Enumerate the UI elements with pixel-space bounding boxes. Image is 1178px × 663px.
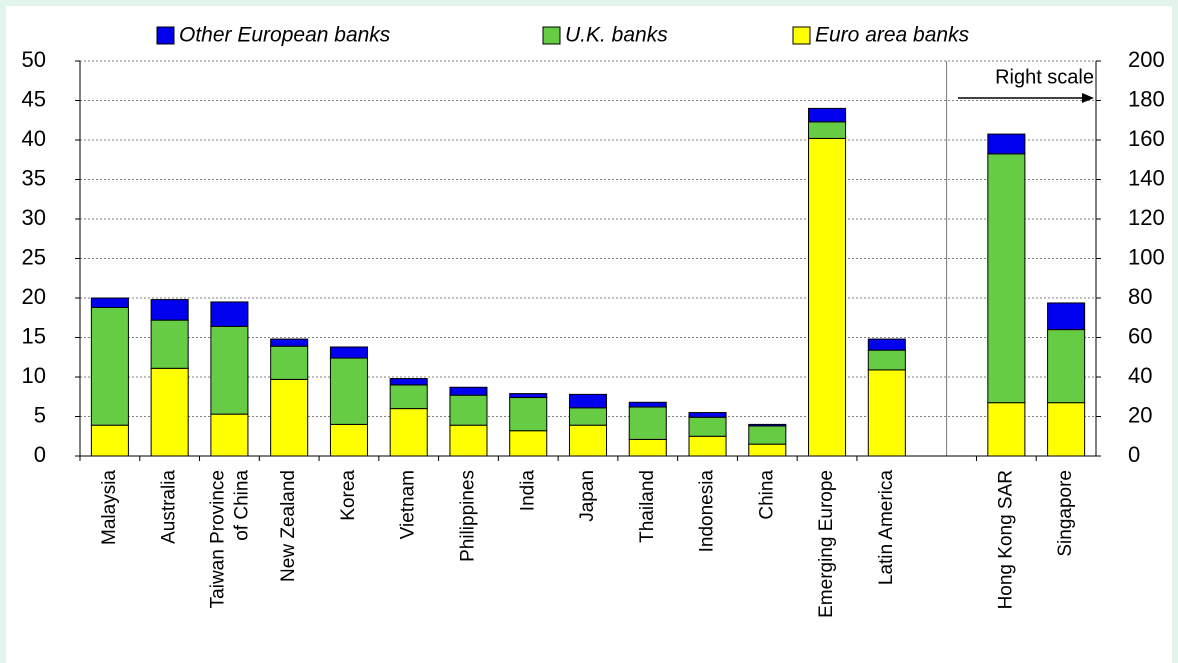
bar-segment [987, 402, 1026, 457]
y2-tick-label: 140 [1128, 165, 1165, 190]
x-tick-label: Malaysia [99, 470, 120, 545]
legend-swatch [792, 26, 811, 45]
y-tick-label: 50 [22, 47, 46, 72]
bar-segment [270, 345, 309, 380]
y2-tick-label: 120 [1128, 205, 1165, 230]
y-tick-label: 0 [34, 442, 46, 467]
bar-segment [867, 369, 906, 457]
bar-segment [688, 412, 727, 418]
x-tick-label: Australia [159, 470, 180, 544]
bar-segment [748, 443, 787, 457]
x-tick-label: Korea [338, 470, 359, 521]
bar-segment [867, 338, 906, 351]
x-tick-label: Singapore [1055, 470, 1076, 557]
y2-tick-label: 60 [1128, 323, 1152, 348]
bar-segment [150, 299, 189, 321]
x-tick-label: Latin America [876, 470, 897, 586]
x-tick-label: Thailand [637, 470, 658, 543]
bar-segment [449, 394, 488, 426]
bar-segment [509, 397, 548, 432]
y2-tick-label: 160 [1128, 126, 1165, 151]
bar-segment [628, 406, 667, 440]
bar-segment [90, 306, 129, 426]
bar-segment [688, 416, 727, 437]
legend-swatch [542, 26, 561, 45]
y2-tick-label: 0 [1128, 442, 1140, 467]
bar-segment [628, 401, 667, 408]
bar-segment [987, 133, 1026, 155]
y-tick-label: 5 [34, 402, 46, 427]
bar-segment [1047, 329, 1086, 404]
x-tick-label: Vietnam [398, 470, 419, 539]
bar-segment [329, 423, 368, 457]
x-tick-label: Emerging Europe [816, 470, 837, 618]
y2-tick-label: 40 [1128, 363, 1152, 388]
x-tick-label: Hong Kong SAR [995, 470, 1016, 609]
bar-segment [150, 319, 189, 369]
bar-segment [509, 430, 548, 457]
x-tick-label: Indonesia [697, 470, 718, 553]
x-tick-label: China [756, 470, 777, 520]
label-line: Taiwan Province [207, 470, 228, 608]
bar-segment [748, 425, 787, 445]
y2-tick-label: 100 [1128, 244, 1165, 269]
bar-segment [329, 346, 368, 359]
bar-segment [628, 438, 667, 457]
annotation: Right scale [995, 66, 1094, 88]
bar-segment [509, 393, 548, 399]
y-tick-label: 40 [22, 126, 46, 151]
bar-segment [808, 137, 847, 457]
y-tick-label: 10 [22, 363, 46, 388]
bar-segment [90, 297, 129, 308]
bar-segment [389, 384, 428, 410]
y2-tick-label: 20 [1128, 402, 1152, 427]
bar-segment [568, 393, 608, 409]
bar-segment [568, 407, 608, 426]
legend-swatch [156, 26, 175, 45]
bar-segment [449, 424, 488, 457]
bar-segment [210, 301, 249, 327]
label-line: of China [231, 470, 252, 541]
bar-segment [987, 153, 1026, 404]
bar-segment [867, 349, 906, 371]
legend-label: Other European banks [179, 24, 391, 47]
bar-segment [270, 378, 309, 457]
y2-tick-label: 80 [1128, 284, 1152, 309]
y-tick-label: 20 [22, 284, 46, 309]
bar-segment [808, 121, 847, 139]
bar-segment [210, 325, 249, 415]
bar-segment [1047, 402, 1086, 457]
bar-segment [210, 413, 249, 457]
bar-segment [329, 357, 368, 425]
x-tick-label: New Zealand [278, 470, 299, 582]
bar-segment [389, 408, 428, 457]
bar-segment [90, 424, 129, 457]
bar-segment [389, 378, 428, 386]
bar-segment [748, 423, 787, 427]
y-tick-label: 35 [22, 165, 46, 190]
bar-segment [568, 424, 608, 457]
bar-segment [150, 367, 189, 457]
x-tick-label: Taiwan Province of China [207, 470, 252, 609]
chart-area [6, 6, 1172, 663]
bar-segment [688, 435, 727, 457]
bar-segment [1047, 302, 1086, 331]
y-tick-label: 45 [22, 86, 46, 111]
x-tick-label: India [517, 470, 538, 512]
y-tick-label: 15 [22, 323, 46, 348]
x-tick-label: Philippines [457, 470, 478, 562]
y2-tick-label: 200 [1128, 47, 1165, 72]
y-tick-label: 25 [22, 244, 46, 269]
bar-segment [449, 386, 488, 396]
arrow-head [1082, 93, 1094, 103]
y-tick-label: 30 [22, 205, 46, 230]
y2-tick-label: 180 [1128, 86, 1165, 111]
bar-segment [808, 107, 847, 123]
x-tick-label: Japan [577, 470, 598, 522]
legend-label: Euro area banks [815, 24, 970, 47]
legend-label: U.K. banks [565, 24, 668, 47]
bar-segment [270, 338, 309, 347]
